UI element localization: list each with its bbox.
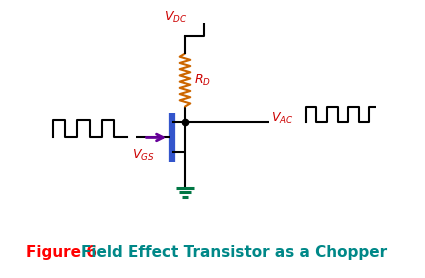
- Text: Figure 6: Figure 6: [26, 245, 97, 260]
- Text: $V_{DC}$: $V_{DC}$: [164, 10, 188, 25]
- Text: Field Effect Transistor as a Chopper: Field Effect Transistor as a Chopper: [81, 245, 387, 260]
- Text: $V_{GS}$: $V_{GS}$: [132, 148, 155, 163]
- Text: $R_D$: $R_D$: [194, 73, 211, 88]
- Text: $V_{AC}$: $V_{AC}$: [272, 111, 294, 126]
